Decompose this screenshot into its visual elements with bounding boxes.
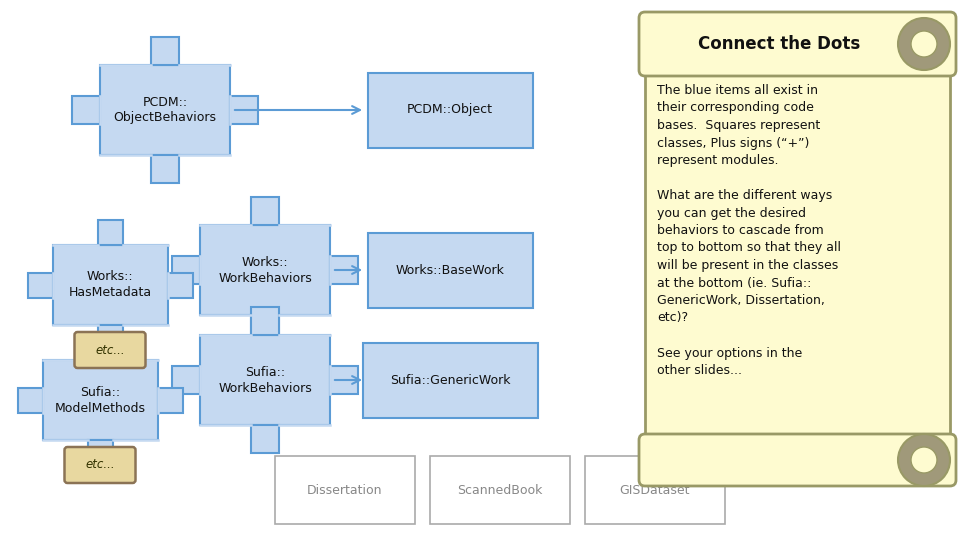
Circle shape	[911, 447, 937, 473]
FancyBboxPatch shape	[167, 273, 193, 298]
Text: GenericWork, Dissertation,: GenericWork, Dissertation,	[657, 294, 825, 307]
FancyBboxPatch shape	[72, 96, 100, 124]
Text: top to bottom so that they all: top to bottom so that they all	[657, 241, 841, 254]
FancyBboxPatch shape	[17, 388, 42, 413]
FancyBboxPatch shape	[200, 225, 330, 315]
Text: bases.  Squares represent: bases. Squares represent	[657, 119, 820, 132]
FancyBboxPatch shape	[275, 456, 415, 524]
Text: Works::BaseWork: Works::BaseWork	[396, 264, 504, 276]
FancyBboxPatch shape	[98, 325, 123, 350]
FancyBboxPatch shape	[75, 332, 146, 368]
FancyBboxPatch shape	[200, 335, 330, 425]
Text: other slides...: other slides...	[657, 364, 742, 377]
Text: behaviors to cascade from: behaviors to cascade from	[657, 224, 824, 237]
Circle shape	[898, 18, 950, 70]
FancyBboxPatch shape	[251, 425, 279, 453]
FancyBboxPatch shape	[98, 220, 123, 245]
Text: Connect the Dots: Connect the Dots	[698, 35, 860, 53]
Text: See your options in the: See your options in the	[657, 347, 803, 360]
FancyBboxPatch shape	[368, 72, 533, 147]
FancyBboxPatch shape	[585, 456, 725, 524]
FancyBboxPatch shape	[251, 315, 279, 343]
Text: The blue items all exist in: The blue items all exist in	[657, 84, 818, 97]
Text: GISDataset: GISDataset	[620, 483, 690, 496]
FancyBboxPatch shape	[330, 256, 358, 284]
Circle shape	[898, 434, 950, 486]
Text: etc)?: etc)?	[657, 312, 688, 325]
Text: What are the different ways: What are the different ways	[657, 189, 832, 202]
Text: Sufia::
ModelMethods: Sufia:: ModelMethods	[55, 386, 146, 415]
Text: etc...: etc...	[95, 343, 125, 356]
FancyBboxPatch shape	[172, 366, 200, 394]
Text: PCDM::Object: PCDM::Object	[407, 104, 493, 117]
Text: their corresponding code: their corresponding code	[657, 102, 814, 114]
Text: Dissertation: Dissertation	[307, 483, 383, 496]
FancyBboxPatch shape	[251, 197, 279, 225]
Text: you can get the desired: you can get the desired	[657, 206, 806, 219]
FancyBboxPatch shape	[639, 12, 956, 76]
FancyBboxPatch shape	[151, 155, 179, 183]
Text: represent modules.: represent modules.	[657, 154, 779, 167]
FancyBboxPatch shape	[172, 256, 200, 284]
FancyBboxPatch shape	[330, 366, 358, 394]
Text: PCDM::
ObjectBehaviors: PCDM:: ObjectBehaviors	[113, 96, 217, 125]
FancyBboxPatch shape	[87, 440, 112, 465]
Text: Works::
WorkBehaviors: Works:: WorkBehaviors	[218, 255, 312, 285]
FancyBboxPatch shape	[251, 307, 279, 335]
Text: classes, Plus signs (“+”): classes, Plus signs (“+”)	[657, 137, 809, 150]
Text: Sufia::GenericWork: Sufia::GenericWork	[390, 374, 511, 387]
Text: will be present in the classes: will be present in the classes	[657, 259, 838, 272]
FancyBboxPatch shape	[151, 37, 179, 65]
Text: ScannedBook: ScannedBook	[457, 483, 542, 496]
FancyBboxPatch shape	[64, 447, 135, 483]
FancyBboxPatch shape	[363, 342, 538, 417]
FancyBboxPatch shape	[430, 456, 570, 524]
Text: Sufia::
WorkBehaviors: Sufia:: WorkBehaviors	[218, 366, 312, 395]
Circle shape	[911, 31, 937, 57]
FancyBboxPatch shape	[42, 360, 157, 440]
FancyBboxPatch shape	[87, 335, 112, 360]
Text: Works::
HasMetadata: Works:: HasMetadata	[68, 271, 152, 300]
FancyBboxPatch shape	[157, 388, 182, 413]
FancyBboxPatch shape	[230, 96, 258, 124]
Text: etc...: etc...	[85, 458, 115, 471]
Text: at the bottom (ie. Sufia::: at the bottom (ie. Sufia::	[657, 276, 811, 289]
FancyBboxPatch shape	[639, 434, 956, 486]
FancyBboxPatch shape	[28, 273, 53, 298]
FancyBboxPatch shape	[53, 245, 167, 325]
FancyBboxPatch shape	[368, 233, 533, 307]
FancyBboxPatch shape	[100, 65, 230, 155]
FancyBboxPatch shape	[645, 70, 950, 440]
